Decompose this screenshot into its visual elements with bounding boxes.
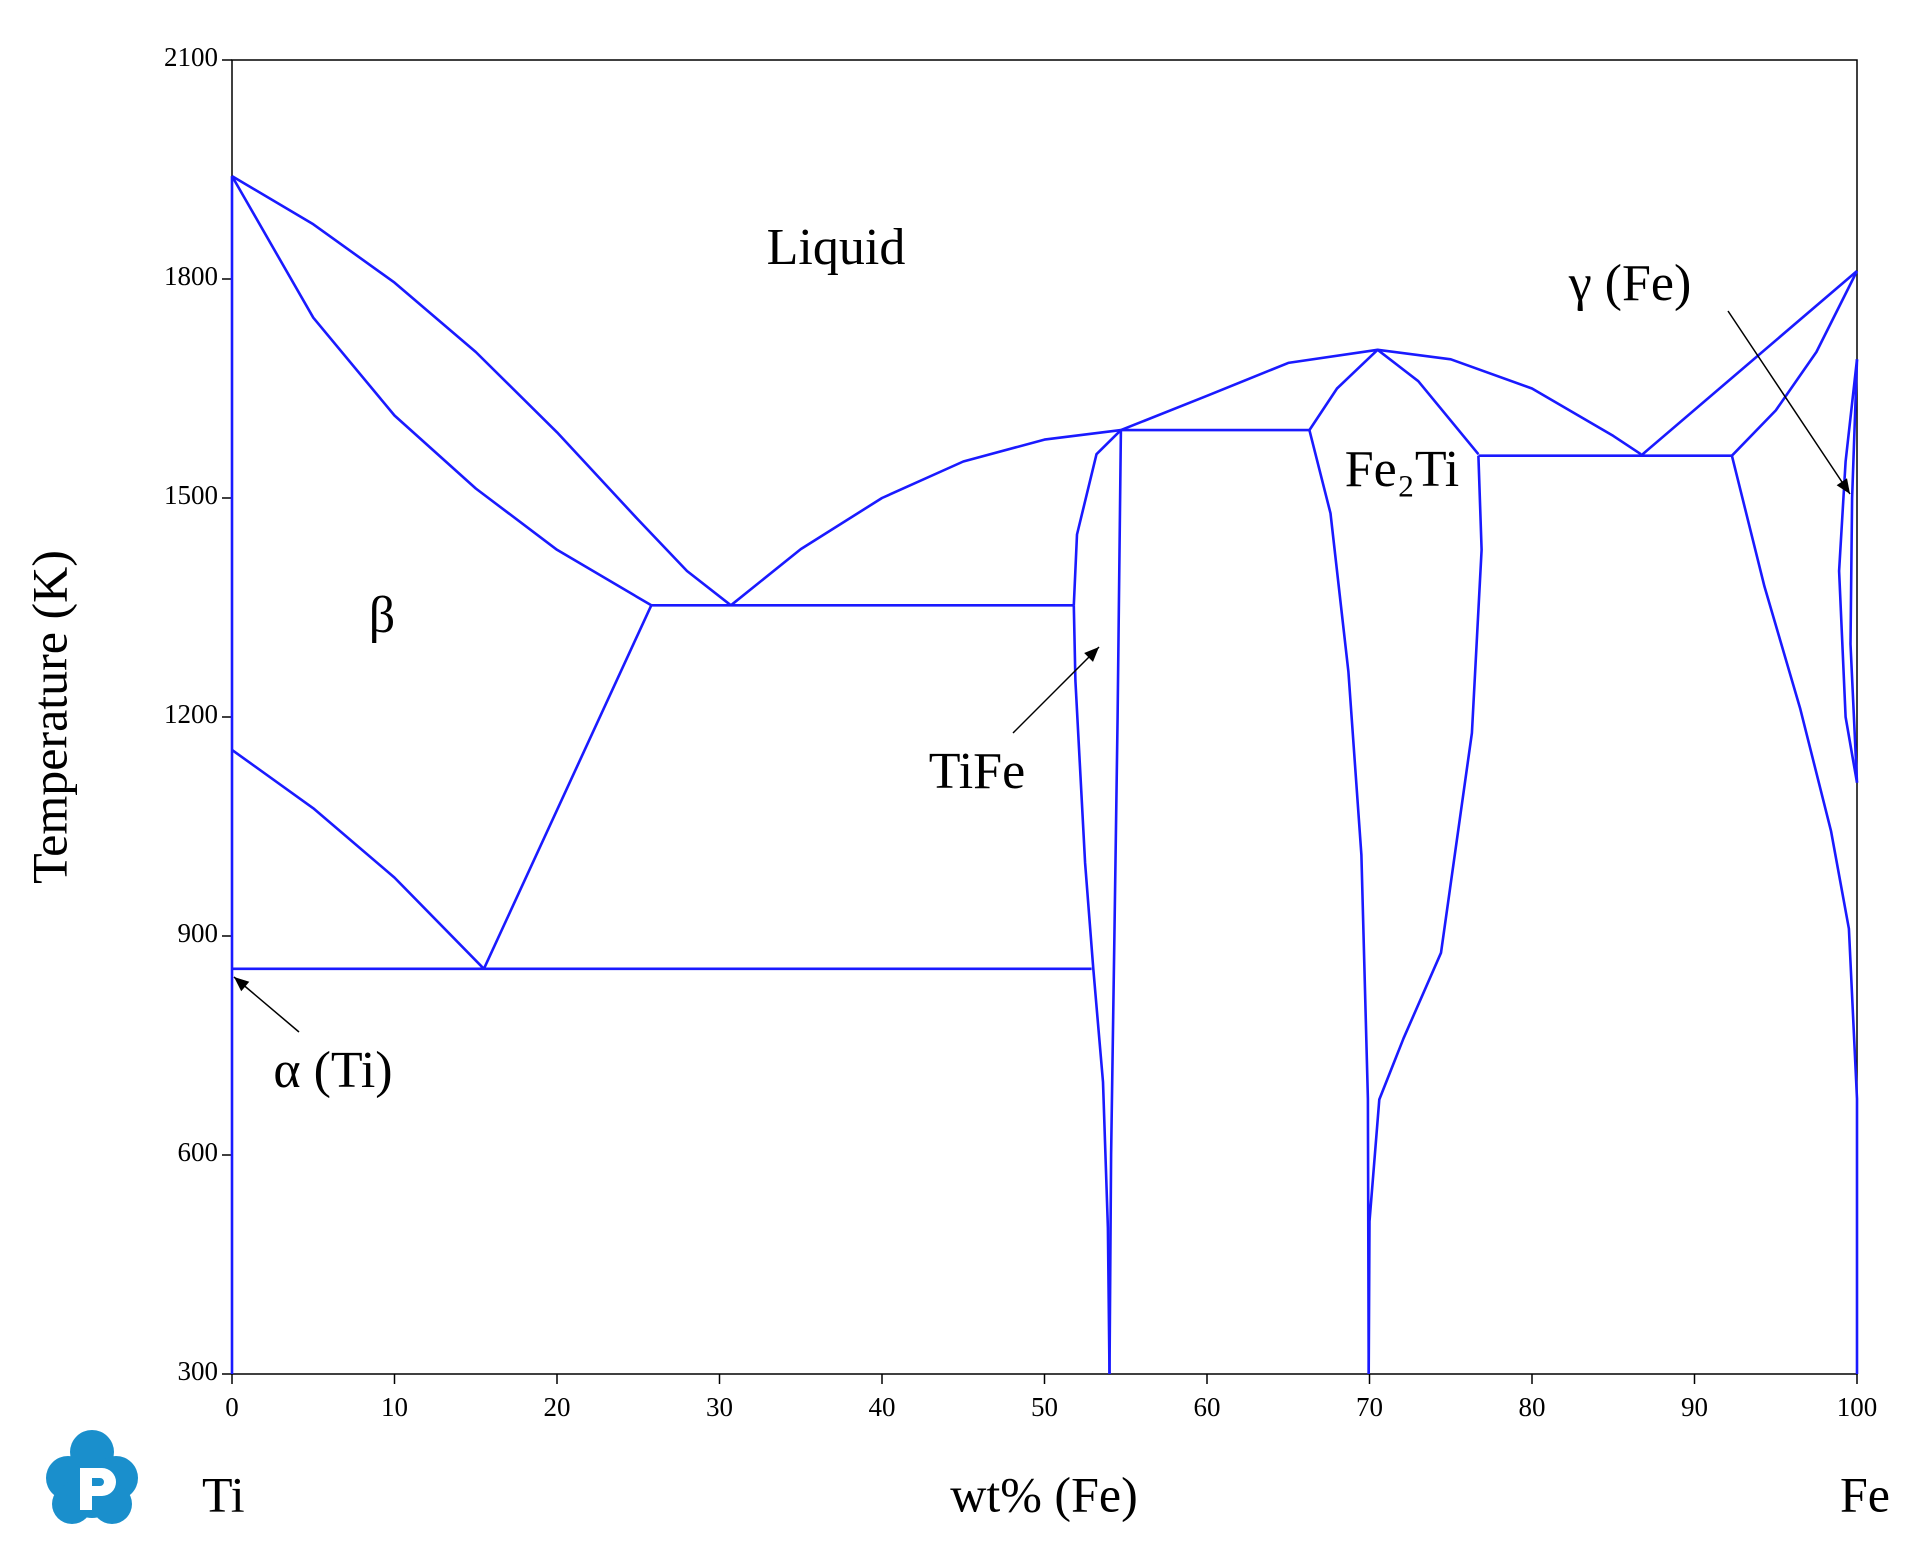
logo xyxy=(46,1430,138,1524)
y-tick-label: 1200 xyxy=(164,699,218,729)
x-tick-label: 90 xyxy=(1681,1392,1708,1422)
end-label: Ti xyxy=(202,1466,245,1522)
phase-boundary xyxy=(1072,605,1111,1375)
y-tick-label: 2100 xyxy=(164,42,218,72)
phase-boundary xyxy=(1308,348,1480,456)
y-tick-label: 1500 xyxy=(164,480,218,510)
region-label: β xyxy=(369,587,395,644)
phase-boundary xyxy=(231,174,732,607)
phase-boundary xyxy=(1308,429,1370,1375)
region-label: Liquid xyxy=(767,219,906,276)
x-tick-label: 10 xyxy=(381,1392,408,1422)
phase-boundary xyxy=(1730,270,1859,457)
phase-boundary xyxy=(1837,359,1859,783)
phase-boundary xyxy=(1072,429,1122,606)
phase-boundary xyxy=(1108,430,1123,1375)
x-tick-label: 70 xyxy=(1356,1392,1383,1422)
region-label: Fe₂Ti xyxy=(1345,441,1460,498)
x-tick-label: 60 xyxy=(1194,1392,1221,1422)
end-label: Fe xyxy=(1840,1466,1890,1522)
phase-boundary xyxy=(1640,270,1858,457)
y-tick-label: 1800 xyxy=(164,261,218,291)
pointer-head xyxy=(1084,647,1099,662)
x-tick-label: 80 xyxy=(1519,1392,1546,1422)
phase-boundary xyxy=(730,428,1122,607)
phase-boundary xyxy=(1367,455,1483,1375)
pointer-head xyxy=(234,977,250,992)
region-label: TiFe xyxy=(929,743,1025,800)
pointer-head xyxy=(1836,478,1850,494)
phase-boundary xyxy=(1120,348,1642,456)
phase-boundary xyxy=(482,604,653,970)
phase-boundary xyxy=(1730,455,1859,1374)
x-tick-label: 50 xyxy=(1031,1392,1058,1422)
region-label: γ (Fe) xyxy=(1568,255,1692,312)
phase-boundary xyxy=(1849,359,1859,783)
x-tick-label: 30 xyxy=(706,1392,733,1422)
y-tick-label: 900 xyxy=(178,918,219,948)
phase-boundary xyxy=(231,748,485,970)
x-tick-label: 20 xyxy=(544,1392,571,1422)
region-label: α (Ti) xyxy=(273,1042,392,1099)
pointer-line xyxy=(1012,646,1100,734)
y-axis-label: Temperature (K) xyxy=(21,550,77,884)
x-tick-label: 40 xyxy=(869,1392,896,1422)
x-axis-label: wt% (Fe) xyxy=(950,1466,1137,1522)
x-tick-label: 100 xyxy=(1837,1392,1878,1422)
y-tick-label: 300 xyxy=(178,1356,219,1386)
pointer-line xyxy=(1727,310,1851,495)
y-tick-label: 600 xyxy=(178,1137,219,1167)
phase-boundary xyxy=(230,175,652,607)
x-tick-label: 0 xyxy=(225,1392,239,1422)
